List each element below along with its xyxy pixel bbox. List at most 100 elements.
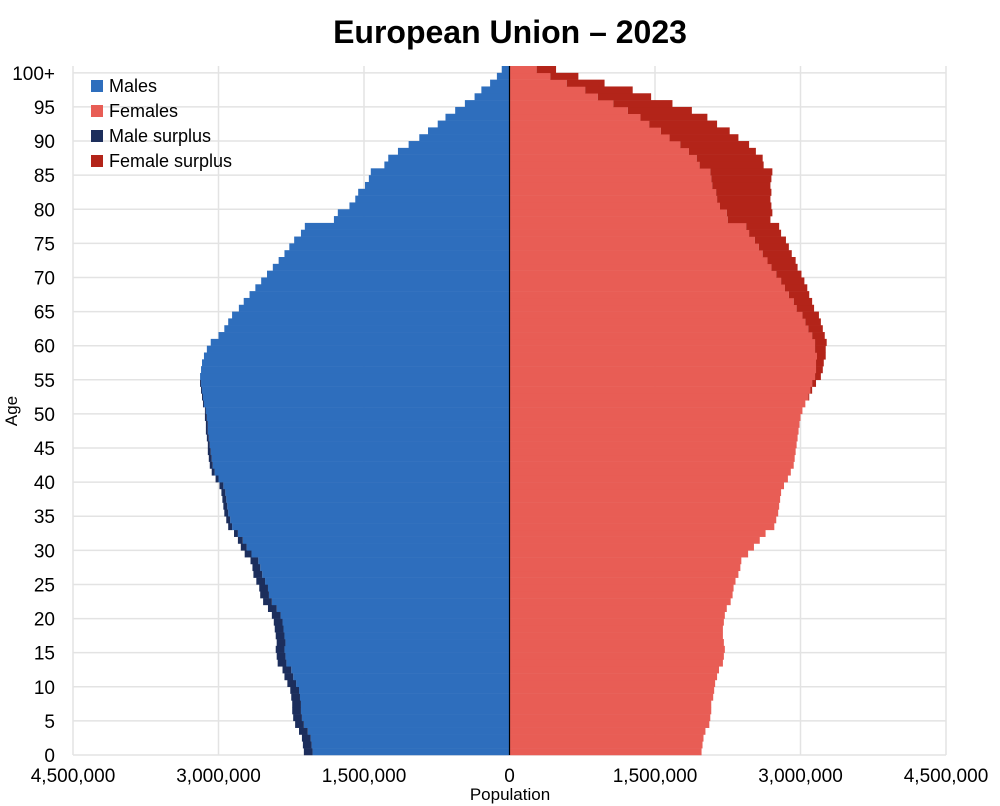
female-bar [509, 591, 733, 599]
male-bar [445, 113, 510, 121]
male-surplus-bar [252, 563, 261, 572]
male-bar [384, 161, 510, 169]
female-bar [509, 202, 720, 210]
male-bar [272, 263, 510, 271]
female-surplus-bar [788, 291, 810, 299]
male-bar [249, 291, 510, 299]
male-bar [304, 222, 510, 230]
legend-label: Female surplus [109, 151, 232, 171]
y-tick-label: 40 [34, 473, 55, 494]
male-surplus-bar [207, 441, 210, 449]
male-surplus-bar [200, 379, 202, 387]
female-surplus-bar [726, 209, 773, 217]
female-surplus-bar [727, 216, 771, 224]
female-surplus-bar [815, 338, 827, 346]
female-bar [509, 679, 716, 688]
male-bar [211, 454, 510, 462]
male-bar [209, 441, 510, 449]
male-bar [280, 611, 510, 619]
male-surplus-bar [219, 482, 224, 490]
female-surplus-bar [716, 188, 772, 196]
male-surplus-bar [282, 666, 292, 674]
male-bar [285, 639, 510, 647]
female-bar [509, 482, 785, 490]
male-bar [206, 345, 510, 353]
female-surplus-bar [712, 181, 771, 190]
x-tick-label: 1,500,000 [613, 766, 698, 787]
female-bar [509, 420, 800, 428]
female-surplus-bar [808, 325, 823, 333]
female-bar [509, 625, 723, 633]
female-bar [509, 222, 747, 230]
female-surplus-bar [536, 66, 557, 74]
male-bar [299, 686, 510, 694]
female-surplus-bar [711, 175, 772, 183]
female-bar [509, 714, 711, 722]
male-surplus-bar [202, 400, 204, 408]
y-tick-label: 60 [34, 337, 55, 358]
male-surplus-bar [237, 536, 243, 544]
male-surplus-bar [292, 707, 301, 715]
y-tick-label: 85 [34, 166, 55, 187]
female-surplus-bar [758, 243, 789, 251]
female-bar [509, 700, 712, 708]
male-bar [397, 147, 510, 155]
male-bar [267, 584, 510, 592]
male-bar [312, 748, 510, 756]
x-tick-label: 4,500,000 [904, 766, 989, 787]
male-bar [481, 86, 510, 94]
female-bar [509, 154, 697, 162]
y-tick-label: 80 [34, 200, 55, 221]
female-bar [509, 66, 537, 74]
female-bar [509, 666, 720, 674]
female-bar [509, 106, 628, 115]
male-bar [289, 243, 510, 251]
y-tick-label: 15 [34, 644, 55, 665]
female-bar [509, 263, 772, 271]
male-bar [251, 550, 510, 558]
female-surplus-bar [812, 332, 825, 340]
male-surplus-bar [207, 448, 211, 456]
female-bar [509, 461, 794, 469]
male-bar [232, 523, 510, 531]
female-surplus-bar [749, 229, 782, 237]
male-bar [207, 427, 510, 435]
female-surplus-bar [719, 202, 772, 210]
male-bar [349, 202, 510, 210]
male-bar [208, 434, 510, 442]
male-bar [210, 338, 510, 346]
legend-swatch [91, 155, 103, 167]
male-surplus-bar [293, 714, 302, 722]
legend-label: Females [109, 101, 178, 121]
legend: Males Females Male surplus Female surplus [91, 76, 232, 171]
male-surplus-bar [202, 393, 203, 401]
legend-label: Males [109, 76, 157, 96]
male-surplus-bar [215, 475, 219, 483]
male-bar [286, 659, 510, 667]
female-surplus-bar [717, 195, 771, 203]
female-surplus-bar [649, 120, 718, 128]
male-bar [284, 632, 510, 640]
male-surplus-bar [284, 673, 294, 681]
x-tick-label: 1,500,000 [322, 766, 407, 787]
male-bar [428, 127, 510, 135]
female-bar [509, 448, 796, 456]
male-bar [408, 141, 510, 149]
male-bar [496, 72, 510, 80]
female-surplus-bar [746, 222, 780, 230]
female-bar [509, 195, 718, 203]
female-bar [509, 495, 781, 503]
female-bar [509, 393, 809, 401]
male-bar [246, 543, 510, 551]
bars [200, 66, 827, 756]
female-bar [509, 454, 795, 462]
male-bar [206, 413, 510, 421]
male-bar [203, 400, 510, 408]
male-bar [311, 741, 510, 749]
male-bar [202, 359, 510, 367]
male-bar [301, 714, 510, 722]
legend-swatch [91, 80, 103, 92]
male-bar [284, 645, 510, 653]
male-surplus-bar [301, 734, 311, 742]
male-bar [283, 625, 510, 633]
